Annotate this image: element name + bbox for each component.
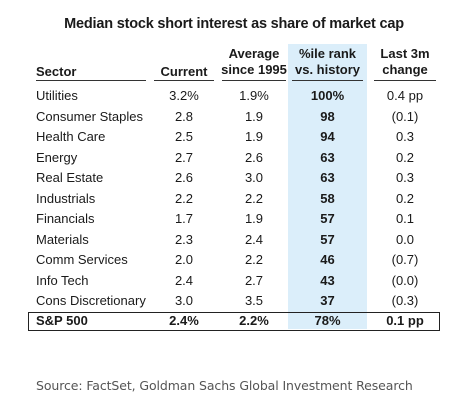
cell-current: 2.0	[174, 252, 194, 267]
cell-average: 2.7	[244, 272, 264, 288]
header-rank: %ile rank vs. history	[294, 46, 361, 77]
cell-average: 2.4	[244, 231, 264, 247]
cell-average: 3.5	[244, 293, 264, 308]
cell-average: 2.6	[244, 149, 264, 165]
cell-sector: Info Tech	[36, 272, 89, 288]
cell-average: 2.2	[244, 190, 264, 206]
cell-change: 0.2	[395, 190, 415, 206]
header-underline	[292, 80, 363, 81]
cell-current: 1.7	[174, 211, 194, 226]
cell-average: 2.2	[244, 252, 264, 267]
cell-average: 1.9	[244, 108, 264, 124]
header-average: Average since 1995	[221, 46, 287, 77]
cell-change: 0.1	[395, 211, 415, 226]
cell-rank: 100%	[310, 88, 345, 103]
cell-rank: 63	[320, 149, 335, 165]
total-average: 2.2%	[239, 313, 269, 328]
cell-sector: Materials	[36, 231, 89, 247]
cell-change: 0.2	[395, 149, 415, 165]
cell-average: 1.9	[244, 211, 264, 226]
cell-change: (0.7)	[391, 252, 419, 267]
cell-sector: Comm Services	[36, 252, 128, 267]
cell-sector: Financials	[36, 211, 95, 226]
total-sector: S&P 500	[36, 313, 88, 328]
cell-change: 0.4 pp	[386, 88, 424, 103]
cell-current: 3.2%	[169, 88, 199, 103]
total-row: S&P 500 2.4% 2.2% 78% 0.1 pp	[36, 312, 440, 331]
header-current: Current	[160, 64, 208, 79]
cell-rank: 57	[320, 211, 335, 226]
cell-current: 3.0	[174, 293, 194, 308]
cell-current: 2.7	[174, 149, 194, 165]
total-current: 2.4%	[169, 313, 199, 328]
cell-rank: 98	[320, 108, 335, 124]
total-change: 0.1 pp	[386, 313, 424, 328]
header-underline	[154, 80, 214, 81]
cell-rank: 37	[320, 293, 335, 308]
cell-change: 0.0	[395, 231, 415, 247]
header-sector: Sector	[36, 64, 77, 79]
cell-sector: Utilities	[36, 88, 78, 103]
cell-change: (0.1)	[391, 108, 419, 124]
cell-rank: 57	[320, 231, 335, 247]
header-underline	[222, 80, 286, 81]
cell-rank: 46	[320, 252, 335, 267]
cell-current: 2.3	[174, 231, 194, 247]
cell-change: 0.3	[395, 129, 415, 144]
cell-average: 3.0	[244, 170, 264, 185]
cell-sector: Consumer Staples	[36, 108, 143, 124]
table-title: Median stock short interest as share of …	[64, 16, 404, 32]
cell-change: (0.3)	[391, 293, 419, 308]
cell-sector: Energy	[36, 149, 78, 165]
total-rank: 78%	[314, 313, 341, 328]
header-underline	[36, 80, 146, 81]
cell-rank: 58	[320, 190, 335, 206]
cell-current: 2.4	[174, 272, 194, 288]
cell-current: 2.8	[174, 108, 194, 124]
cell-current: 2.2	[174, 190, 194, 206]
cell-rank: 63	[320, 170, 335, 185]
rank-column-highlight	[288, 44, 367, 329]
cell-sector: Industrials	[36, 190, 96, 206]
cell-rank: 43	[320, 272, 335, 288]
cell-change: 0.3	[395, 170, 415, 185]
cell-current: 2.5	[174, 129, 194, 144]
cell-average: 1.9	[244, 129, 264, 144]
cell-rank: 94	[320, 129, 335, 144]
cell-average: 1.9%	[239, 88, 269, 103]
header-change: Last 3m change	[380, 46, 430, 77]
cell-sector: Health Care	[36, 129, 106, 144]
header-underline	[374, 80, 436, 81]
cell-sector: Cons Discretionary	[36, 293, 146, 308]
cell-current: 2.6	[174, 170, 194, 185]
total-row-box	[28, 312, 440, 331]
source-note: Source: FactSet, Goldman Sachs Global In…	[36, 378, 413, 393]
cell-change: (0.0)	[391, 272, 419, 288]
cell-sector: Real Estate	[36, 170, 104, 185]
